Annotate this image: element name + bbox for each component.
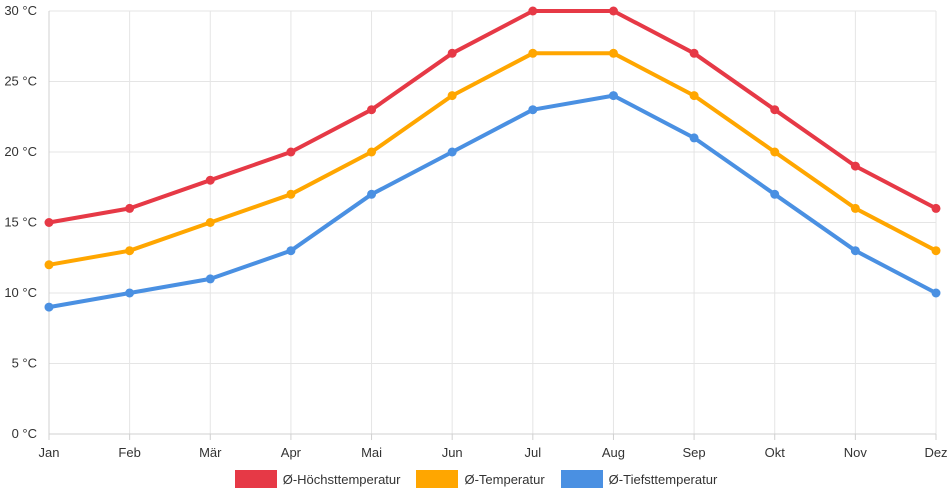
y-tick-label: 15 °C: [4, 215, 37, 230]
x-tick-label: Okt: [765, 445, 786, 460]
grid-lines: [48, 10, 937, 435]
data-point: [44, 218, 54, 227]
x-tick-label: Mär: [199, 445, 222, 460]
data-point: [770, 189, 780, 199]
x-tick-label: Feb: [118, 445, 140, 460]
data-point: [770, 147, 780, 157]
data-point: [689, 48, 699, 58]
legend-label: Ø-Tiefsttemperatur: [608, 471, 718, 487]
data-point: [931, 203, 941, 213]
series-2: [44, 48, 941, 270]
chart-legend: Ø-Höchsttemperatur Ø-Temperatur Ø-Tiefstte…: [0, 470, 952, 488]
y-axis: 0 °C 5 °C 10 °C 15 °C 20 °C 25 °C 30 °C: [4, 3, 50, 441]
data-point: [205, 274, 215, 284]
data-point: [608, 91, 618, 101]
data-point: [205, 175, 215, 185]
x-tick-label: Mai: [361, 445, 382, 460]
y-tick-label: 25 °C: [4, 74, 37, 89]
data-point: [367, 189, 377, 199]
legend-item[interactable]: Ø-Tiefsttemperatur: [560, 470, 718, 488]
x-axis: Jan Feb Mär Apr Mai Jun Jul Aug Sep Okt Nov Dez: [39, 433, 948, 460]
data-point: [286, 246, 296, 256]
legend-label: Ø-Höchsttemperatur: [282, 471, 401, 487]
x-tick-label: Jul: [525, 445, 542, 460]
series-3: [44, 91, 941, 312]
y-tick-label: 5 °C: [12, 356, 37, 371]
data-point: [850, 203, 860, 213]
x-tick-label: Dez: [924, 445, 947, 460]
legend-swatch: [234, 470, 277, 488]
series-line: [47, 9, 938, 225]
x-tick-label: Sep: [683, 445, 706, 460]
x-tick-label: Aug: [602, 445, 625, 460]
data-point: [367, 147, 377, 157]
data-point: [689, 91, 699, 101]
data-point: [44, 302, 54, 312]
temperature-line-chart: 0 °C 5 °C 10 °C 15 °C 20 °C 25 °C 30 °C Jan Feb…: [4, 3, 948, 460]
series-line: [47, 93, 938, 310]
data-point: [608, 48, 618, 58]
data-point: [44, 260, 54, 270]
y-tick-label: 0 °C: [12, 426, 37, 441]
data-point: [931, 288, 941, 298]
data-point: [125, 288, 135, 298]
data-point: [447, 91, 457, 101]
y-tick-label: 30 °C: [4, 3, 37, 18]
data-point: [528, 6, 538, 16]
data-point: [528, 105, 538, 115]
x-tick-label: Jan: [39, 445, 60, 460]
y-tick-label: 10 °C: [4, 285, 37, 300]
x-tick-label: Apr: [281, 445, 302, 460]
series-1: [44, 6, 941, 227]
x-tick-label: Jun: [442, 445, 463, 460]
data-point: [447, 147, 457, 157]
data-point: [205, 218, 215, 227]
data-point: [608, 6, 618, 16]
legend-swatch: [560, 470, 603, 488]
data-point: [850, 246, 860, 256]
legend-swatch: [416, 470, 459, 488]
data-point: [931, 246, 941, 256]
y-tick-label: 20 °C: [4, 144, 37, 159]
data-point: [286, 189, 296, 199]
legend-item[interactable]: Ø-Temperatur: [416, 470, 545, 488]
data-point: [770, 105, 780, 115]
data-point: [447, 48, 457, 58]
data-point: [125, 203, 135, 213]
x-tick-label: Nov: [844, 445, 868, 460]
data-point: [125, 246, 135, 256]
data-point: [528, 48, 538, 58]
legend-label: Ø-Temperatur: [464, 471, 545, 487]
data-point: [850, 161, 860, 171]
data-point: [367, 105, 377, 115]
series-line: [47, 51, 938, 267]
series-layer: [44, 6, 941, 312]
legend-item[interactable]: Ø-Höchsttemperatur: [234, 470, 401, 488]
data-point: [286, 147, 296, 157]
data-point: [689, 133, 699, 143]
